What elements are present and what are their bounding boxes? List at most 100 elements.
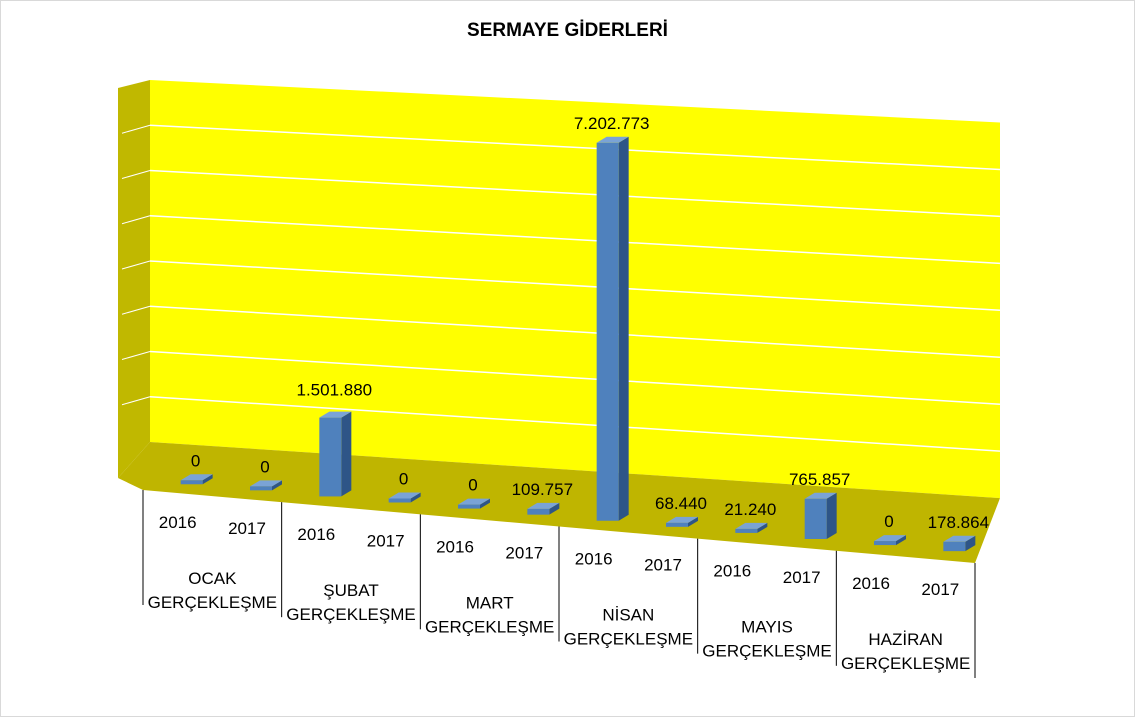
tick-label-year: 2016	[575, 550, 613, 569]
bar-side	[896, 535, 906, 546]
bar	[319, 411, 352, 497]
tick-label-month: MART	[466, 593, 514, 612]
bar-side	[826, 492, 837, 539]
gridline-side	[121, 215, 151, 225]
bar-top	[319, 411, 352, 418]
bar-front	[458, 504, 480, 509]
gridline	[149, 305, 1001, 358]
tick-label-month: ŞUBAT	[323, 581, 378, 600]
bar-top	[250, 480, 282, 487]
tick-label-year: 2017	[921, 580, 959, 599]
tick-label-group: GERÇEKLEŞME	[425, 617, 554, 636]
bar	[180, 474, 213, 485]
data-label: 1.501.880	[297, 381, 373, 400]
bar-front	[596, 142, 619, 521]
bar-side	[410, 492, 421, 503]
tick-label-month: NİSAN	[602, 606, 654, 625]
tick-label-year: 2017	[783, 568, 821, 587]
bar-front	[943, 541, 966, 552]
bar	[735, 522, 768, 533]
bar-front	[180, 480, 203, 485]
bar-front	[250, 486, 272, 491]
tick-label-year: 2016	[436, 537, 474, 556]
bar-side	[965, 535, 976, 552]
bar-side	[272, 480, 282, 491]
data-label: 68.440	[655, 494, 707, 513]
bar-side	[341, 411, 352, 497]
gridline-side	[121, 260, 151, 270]
data-label: 0	[191, 451, 200, 470]
data-label: 21.240	[724, 500, 776, 519]
gridline	[149, 169, 1001, 218]
tick-label-group: GERÇEKLEŞME	[286, 605, 415, 624]
gridline-side	[121, 124, 151, 134]
bar-top	[666, 516, 698, 523]
data-label: 0	[884, 512, 893, 531]
tick-label-group: GERÇEKLEŞME	[841, 654, 970, 673]
bar-side	[618, 136, 629, 521]
bar-side	[757, 522, 768, 533]
bar-series	[180, 136, 976, 552]
tick-label-month: HAZİRAN	[868, 630, 943, 649]
bar	[527, 502, 560, 515]
bar-top	[735, 522, 768, 529]
data-label: 0	[468, 476, 477, 495]
bar-top	[874, 535, 906, 542]
bar-side	[549, 502, 560, 515]
bar-top	[943, 535, 976, 542]
tick-label-month: OCAK	[188, 569, 237, 588]
tick-label-year: 2017	[644, 556, 682, 575]
gridline-side	[121, 351, 151, 360]
data-label: 109.757	[512, 480, 573, 499]
tick-label-year: 2017	[505, 543, 543, 562]
bar-side	[480, 498, 490, 509]
bar	[458, 498, 490, 509]
bar-top	[527, 502, 560, 509]
data-label: 765.857	[789, 470, 850, 489]
bar-front	[804, 498, 827, 539]
gridline-side	[121, 305, 151, 315]
bar	[804, 492, 837, 539]
bar-top	[180, 474, 213, 481]
tick-label-month: MAYIS	[741, 618, 793, 637]
bar-front	[527, 508, 550, 515]
back-wall	[150, 80, 1000, 499]
data-label: 178.864	[928, 513, 989, 532]
bar-front	[388, 498, 411, 503]
gridline-side	[121, 170, 151, 179]
bar	[874, 535, 906, 546]
bar-top	[458, 498, 490, 505]
bar-top	[388, 492, 421, 499]
bar	[596, 136, 629, 521]
tick-label-year: 2016	[852, 574, 890, 593]
gridline	[149, 396, 1001, 452]
bar	[388, 492, 421, 503]
gridline	[149, 260, 1001, 312]
bar	[250, 480, 282, 491]
tick-label-year: 2016	[159, 513, 197, 532]
bar-side	[202, 474, 213, 485]
bar	[943, 535, 976, 552]
tick-label-group: GERÇEKLEŞME	[148, 593, 277, 612]
side-wall	[118, 80, 150, 478]
gridline	[149, 124, 1001, 171]
data-label: 0	[399, 470, 408, 489]
tick-label-group: GERÇEKLEŞME	[702, 642, 831, 661]
tick-label-year: 2017	[228, 519, 266, 538]
bar-front	[319, 417, 342, 497]
data-labels: 0 0 1.501.880 0 0 109.757 7.202.773 68.440 21.24…	[191, 114, 989, 532]
bar-side	[688, 516, 698, 527]
data-label: 0	[260, 457, 269, 476]
data-label: 7.202.773	[574, 114, 650, 133]
bar-top	[804, 492, 837, 499]
category-axis: 2016 2017 2016 2017 2016 2017 2016 2017 2016 2017…	[142, 490, 976, 678]
bar	[666, 516, 698, 527]
bar-front	[874, 541, 896, 546]
tick-label-group: GERÇEKLEŞME	[564, 630, 693, 649]
chart-title: SERMAYE GİDERLERİ	[467, 20, 668, 41]
gridline-side	[121, 396, 151, 406]
tick-label-year: 2017	[367, 531, 405, 550]
bar-front	[735, 528, 758, 533]
gridline	[149, 215, 1001, 265]
